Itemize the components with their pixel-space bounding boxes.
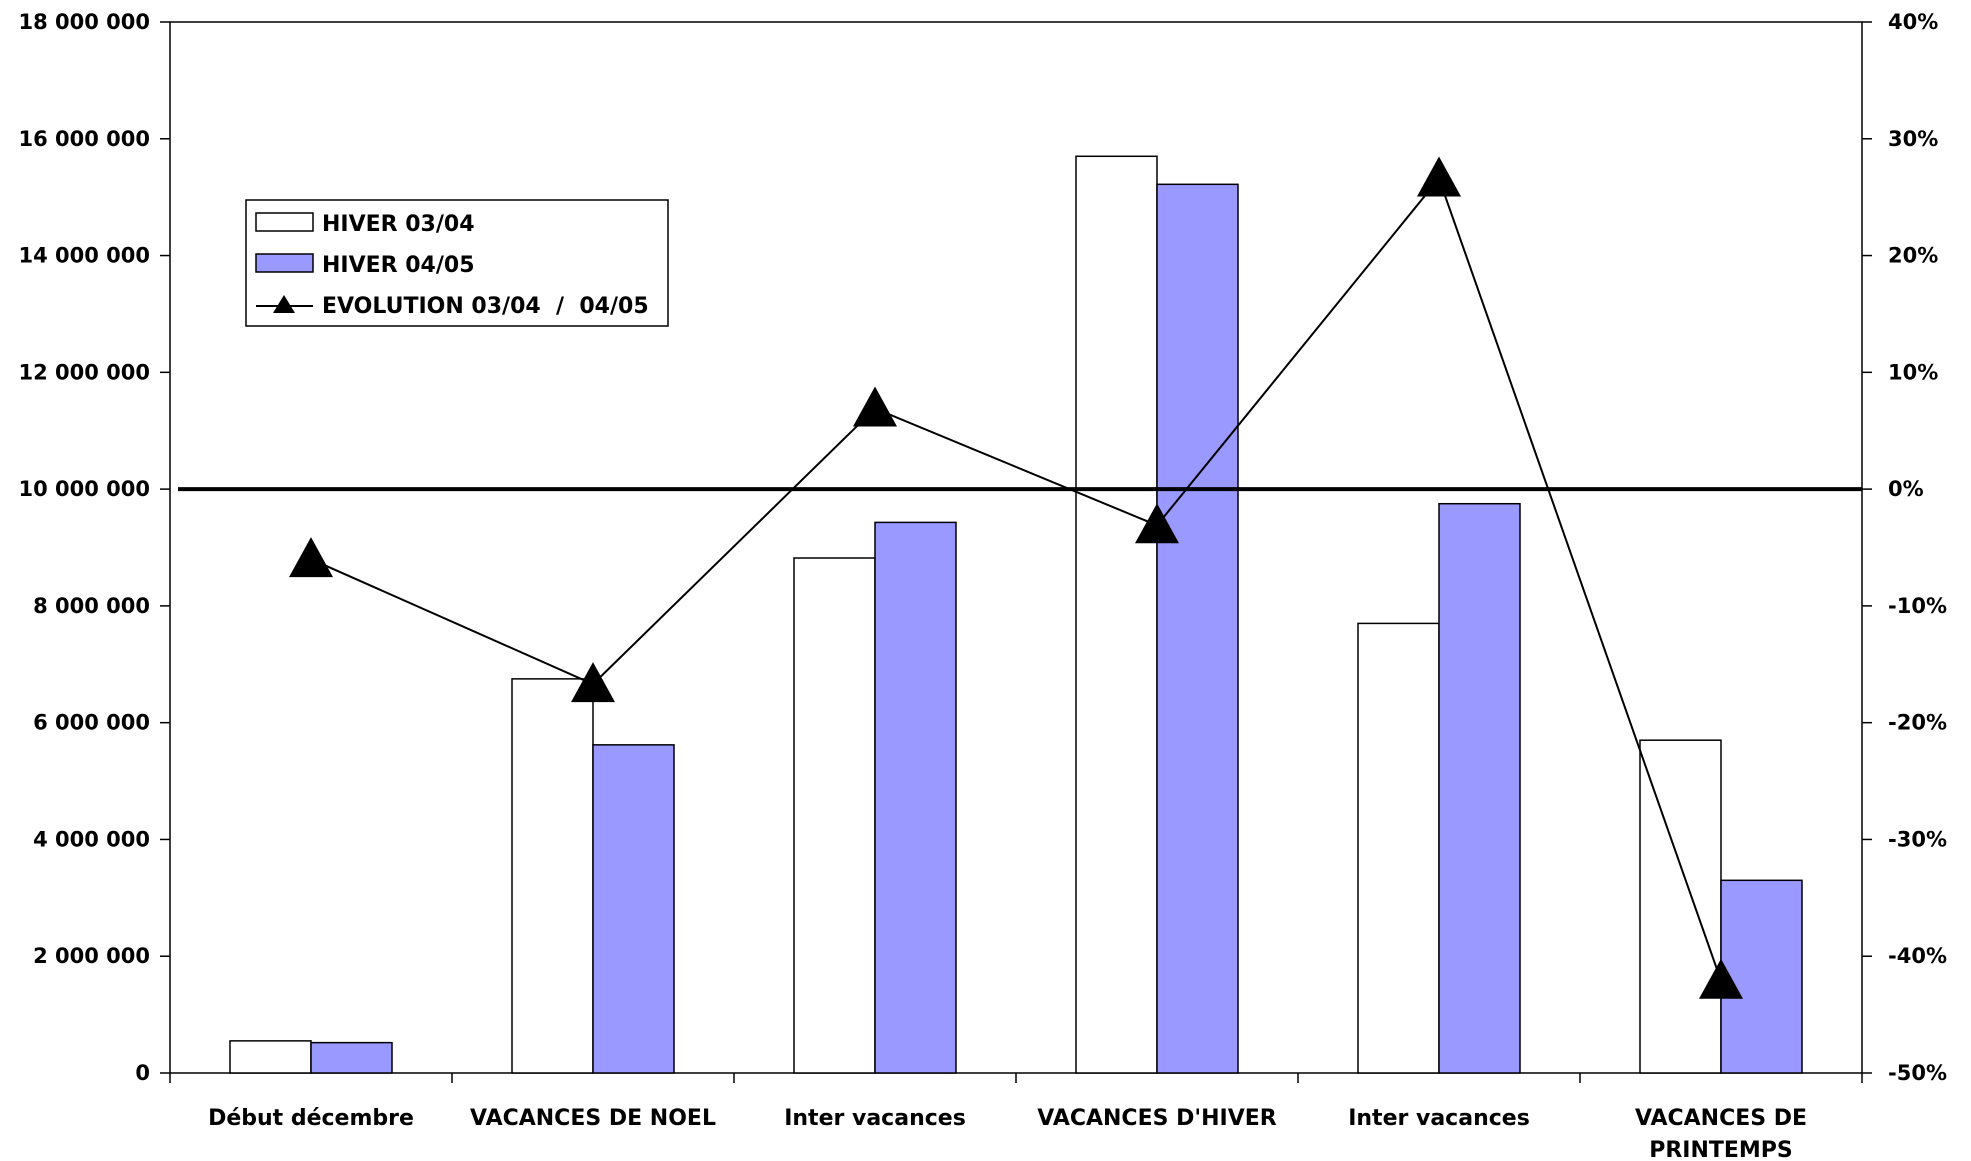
- category-label: PRINTEMPS: [1649, 1138, 1793, 1161]
- bars: [229, 155, 1803, 1074]
- y-right-tick-label: -40%: [1888, 944, 1947, 968]
- category-label: VACANCES D'HIVER: [1037, 1106, 1276, 1131]
- y-right-tick-label: 40%: [1888, 10, 1938, 34]
- y-left-tick-label: 6 000 000: [33, 711, 150, 735]
- y-left-tick-label: 8 000 000: [33, 594, 150, 618]
- y-left-tick-label: 16 000 000: [18, 127, 150, 151]
- bar: [1156, 183, 1239, 1074]
- tick-labels: 0 2 000 000 4 000 000 6 000 000 8 000 000 10 …: [18, 10, 1947, 1085]
- y-left-tick-label: 14 000 000: [18, 244, 150, 268]
- legend-swatch: [255, 253, 314, 273]
- bar: [1720, 879, 1803, 1074]
- bar: [874, 521, 957, 1074]
- bar: [1438, 502, 1521, 1074]
- bar: [793, 557, 876, 1074]
- y-right-tick-label: -20%: [1888, 711, 1947, 735]
- series-line: [310, 176, 1722, 982]
- triangle-marker: [853, 386, 897, 427]
- y-right-tick-label: 20%: [1888, 244, 1938, 268]
- plot-frame: [169, 21, 1863, 1074]
- bar: [592, 744, 675, 1074]
- y-right-tick-label: 10%: [1888, 360, 1938, 384]
- triangle-marker: [571, 662, 615, 703]
- legend-swatch: [255, 212, 314, 232]
- y-left-tick-label: 18 000 000: [18, 10, 150, 34]
- bar: [511, 678, 594, 1074]
- legend-label: EVOLUTION 03/04 / 04/05: [322, 294, 649, 319]
- legend-triangle-icon: [273, 295, 295, 313]
- bar: [310, 1041, 393, 1074]
- y-left-tick-label: 4 000 000: [33, 827, 150, 851]
- legend-label: HIVER 03/04: [322, 212, 475, 237]
- triangle-marker: [1135, 503, 1179, 544]
- evolution-series: [289, 156, 1743, 999]
- category-label: VACANCES DE NOEL: [470, 1106, 716, 1131]
- category-label: VACANCES DE: [1635, 1106, 1807, 1131]
- legend-box: [245, 199, 669, 327]
- y-right-tick-label: -10%: [1888, 594, 1947, 618]
- y-right-tick-label: -50%: [1888, 1061, 1947, 1085]
- y-left-tick-label: 2 000 000: [33, 944, 150, 968]
- y-left-tick-label: 12 000 000: [18, 360, 150, 384]
- triangle-marker: [1699, 958, 1743, 999]
- bar: [1075, 155, 1158, 1074]
- triangle-marker: [1417, 156, 1461, 197]
- category-label: Inter vacances: [1348, 1106, 1530, 1131]
- bar: [1639, 739, 1722, 1074]
- y-right-tick-label: -30%: [1888, 827, 1947, 851]
- y-left-tick-label: 10 000 000: [18, 477, 150, 501]
- legend-label: HIVER 04/05: [322, 253, 475, 278]
- triangle-marker: [289, 537, 333, 578]
- y-left-tick-label: 0: [135, 1061, 150, 1085]
- category-labels: Début décembre VACANCES DE NOEL Inter vaca…: [208, 1106, 1807, 1161]
- legend: HIVER 03/04 HIVER 04/05 EVOLUTION 03/04 / …: [245, 199, 669, 327]
- y-right-tick-label: 0%: [1888, 477, 1924, 501]
- y-right-tick-label: 30%: [1888, 127, 1938, 151]
- category-label: Début décembre: [208, 1106, 414, 1131]
- bar: [1357, 622, 1440, 1074]
- bar: [229, 1040, 312, 1074]
- category-label: Inter vacances: [784, 1106, 966, 1131]
- axes: [160, 21, 1872, 1083]
